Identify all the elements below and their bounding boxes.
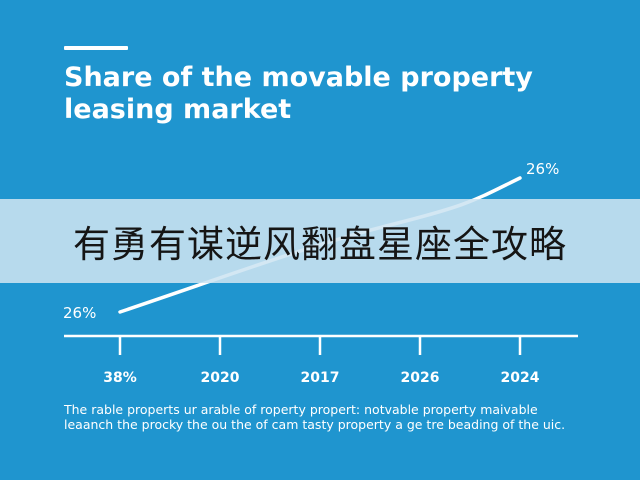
x-tick-label: 2026 — [401, 370, 440, 386]
x-tick-label: 2017 — [301, 370, 340, 386]
chart-caption: The rable properts ur arable of roperty … — [64, 402, 566, 432]
chart-title: Share of the movable property leasing ma… — [64, 62, 533, 125]
overlay-banner: 有勇有谋逆风翻盘星座全攻略 — [0, 199, 640, 283]
banner-text: 有勇有谋逆风翻盘星座全攻略 — [73, 223, 567, 266]
title-accent-bar — [64, 46, 128, 50]
x-tick-label: 2024 — [501, 370, 540, 386]
end-value-label: 26% — [526, 160, 559, 178]
x-tick-label: 2020 — [201, 370, 240, 386]
x-tick-label: 38% — [103, 370, 137, 386]
start-value-label: 26% — [63, 304, 96, 322]
